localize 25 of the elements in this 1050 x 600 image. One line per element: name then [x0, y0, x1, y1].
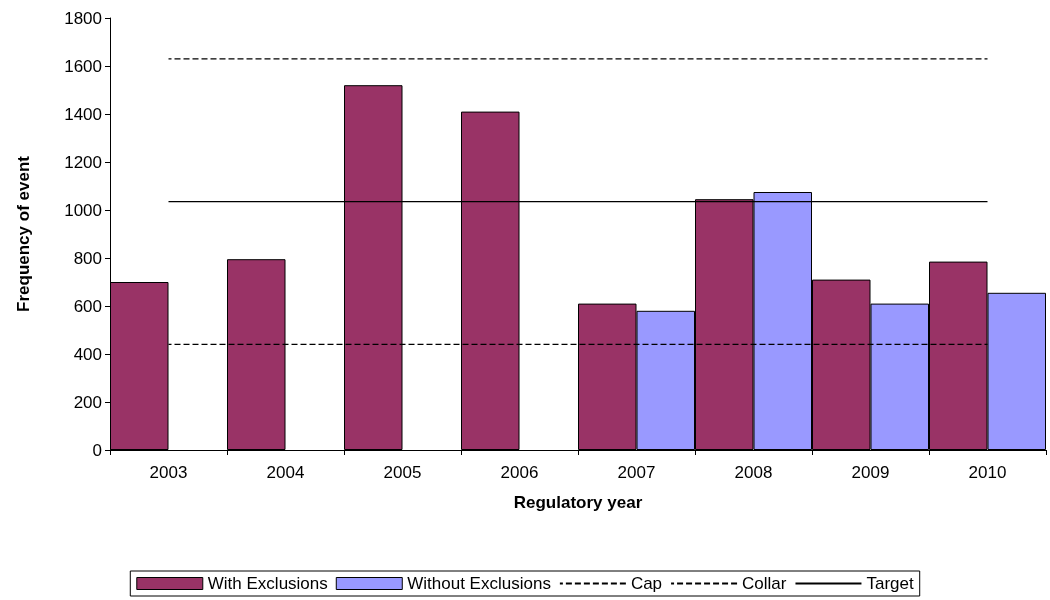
y-tick-label: 1400 [64, 104, 102, 124]
x-tick-label: 2008 [734, 463, 773, 482]
x-tick-label: 2007 [617, 463, 656, 482]
x-axis-title: Regulatory year [513, 493, 643, 512]
legend-label: Target [866, 574, 914, 593]
y-tick-label: 400 [73, 344, 102, 364]
y-tick-label: 600 [73, 296, 102, 316]
legend-label: With Exclusions [207, 574, 328, 593]
y-tick-label: 800 [73, 248, 102, 268]
legend-label: Collar [742, 574, 787, 593]
x-tick-label: 2004 [266, 463, 305, 482]
y-tick-label: 200 [73, 392, 102, 412]
x-tick-label: 2003 [149, 463, 188, 482]
y-tick-label: 1000 [64, 200, 102, 220]
x-tick-label: 2010 [968, 463, 1007, 482]
y-tick-label: 1200 [64, 152, 102, 172]
x-tick-label: 2006 [500, 463, 539, 482]
legend-label: Without Exclusions [407, 574, 551, 593]
x-tick-label: 2005 [383, 463, 422, 482]
x-tick-label: 2009 [851, 463, 890, 482]
y-tick-label: 1800 [64, 8, 102, 28]
legend-label: Cap [630, 574, 663, 593]
y-axis-title: Frequency of event [14, 155, 33, 312]
y-tick-label: 0 [92, 440, 102, 460]
y-tick-label: 1600 [64, 56, 102, 76]
